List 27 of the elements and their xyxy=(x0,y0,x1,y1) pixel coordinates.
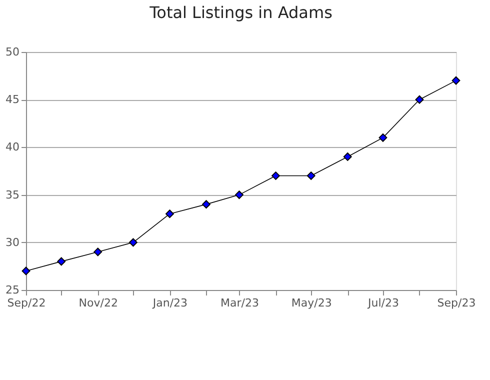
point xyxy=(22,266,30,276)
x-tick-label: Jan/23 xyxy=(152,296,188,310)
x-tick-label: Sep/23 xyxy=(437,296,476,310)
point xyxy=(235,190,244,200)
x-tick-label: Sep/22 xyxy=(7,296,46,310)
point xyxy=(94,248,102,256)
point xyxy=(306,172,316,180)
x-tick-label: Jul/23 xyxy=(366,296,399,310)
x-tick-label: May/23 xyxy=(291,296,332,310)
point xyxy=(272,172,280,180)
x-tick-label: Nov/22 xyxy=(78,296,118,310)
point xyxy=(343,152,352,161)
point xyxy=(202,200,210,209)
point xyxy=(57,257,66,266)
point xyxy=(452,76,460,85)
point xyxy=(166,210,174,218)
y-tick-label: 45 xyxy=(6,93,20,106)
y-tick-label: 30 xyxy=(6,236,20,249)
y-tick-label: 40 xyxy=(6,140,20,154)
y-tick-label: 25 xyxy=(6,284,20,296)
point xyxy=(378,133,388,142)
y-tick-label: 50 xyxy=(6,46,20,58)
point xyxy=(415,95,424,104)
point xyxy=(128,238,138,247)
chart-title: Total Listings in Adams xyxy=(148,3,332,22)
x-tick-label: Mar/23 xyxy=(220,296,259,310)
y-tick-label: 35 xyxy=(6,188,20,202)
